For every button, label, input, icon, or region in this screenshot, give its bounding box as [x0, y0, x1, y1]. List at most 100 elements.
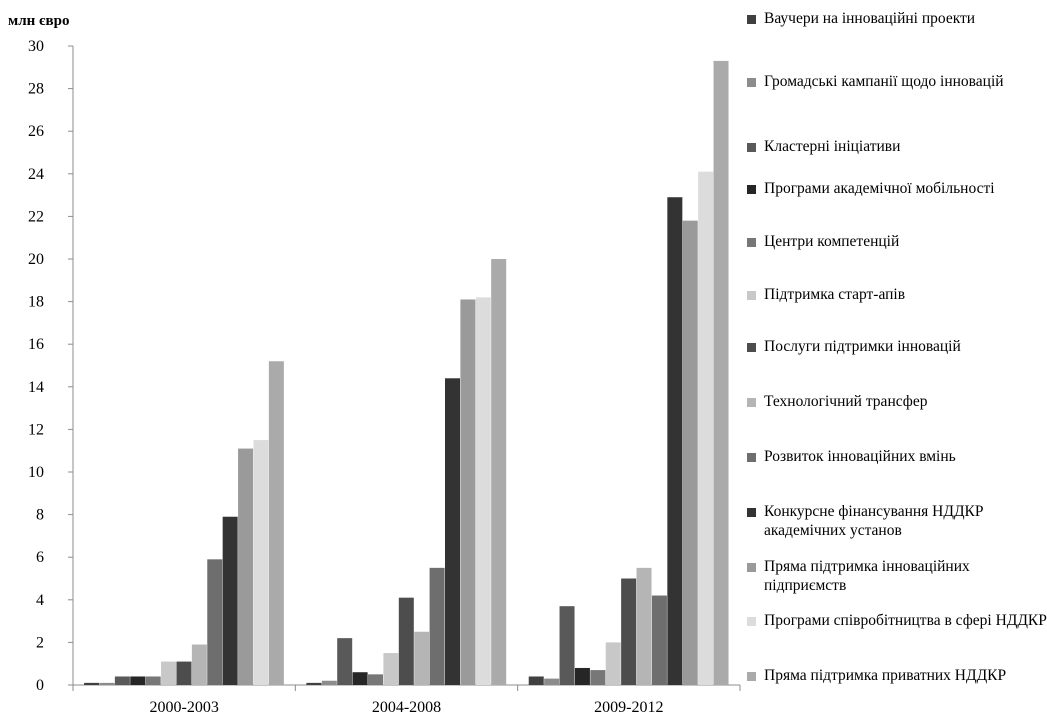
legend-label: Кластерні ініціативи [764, 138, 901, 155]
legend-label: Громадські кампанії щодо інновацій [764, 73, 1004, 90]
bar [84, 682, 100, 685]
y-tick-label: 2 [36, 634, 44, 651]
bar [114, 676, 130, 685]
y-tick-label: 6 [36, 549, 44, 566]
legend-swatch [747, 398, 756, 407]
bar [383, 653, 399, 685]
bar [651, 595, 667, 685]
bar [321, 680, 337, 685]
bar [306, 682, 322, 685]
y-tick-label: 24 [28, 166, 44, 183]
legend-swatch [747, 238, 756, 247]
bar [605, 642, 621, 685]
bar [238, 448, 254, 685]
x-tick-label: 2000-2003 [150, 699, 219, 715]
bar [574, 667, 590, 685]
legend-label: Технологічний трансфер [764, 393, 928, 410]
y-tick-label: 0 [36, 677, 44, 694]
bar [590, 670, 606, 685]
legend: Ваучери на інноваційні проекти Громадські… [747, 0, 1047, 715]
legend-swatch [747, 617, 756, 626]
y-tick-label: 14 [28, 379, 44, 396]
legend-label: Послуги підтримки інновацій [764, 338, 961, 355]
y-tick-label: 8 [36, 507, 44, 524]
legend-swatch [747, 563, 756, 572]
legend-swatch [747, 143, 756, 152]
bar [475, 297, 491, 685]
y-axis-label: млн євро [8, 13, 70, 29]
y-tick-label: 16 [28, 336, 44, 353]
x-tick-label: 2009-2012 [594, 699, 663, 715]
legend-item: Підтримка старт-апів [747, 285, 1047, 304]
legend-swatch [747, 15, 756, 24]
bar [145, 676, 161, 685]
bar [682, 220, 698, 685]
bar [667, 197, 683, 686]
legend-label: Розвиток інноваційних вмінь [764, 448, 956, 465]
bar [429, 567, 445, 685]
y-tick-label: 20 [28, 251, 44, 268]
legend-label: Програми академічної мобільності [764, 180, 995, 197]
legend-item: Громадські кампанії щодо інновацій [747, 72, 1047, 91]
y-tick-label: 22 [28, 208, 44, 225]
y-tick-label: 18 [28, 294, 44, 311]
bar [99, 682, 115, 685]
legend-item: Конкурсне фінансування НДДКР академічних… [747, 502, 1047, 540]
legend-swatch [747, 508, 756, 517]
legend-item: Центри компетенцій [747, 232, 1047, 251]
legend-label: Пряма підтримка приватних НДДКР [764, 667, 1007, 684]
legend-swatch [747, 672, 756, 681]
bar [460, 299, 476, 685]
y-tick-label: 28 [28, 81, 44, 98]
y-tick-label: 26 [28, 123, 44, 140]
bar [544, 678, 560, 685]
legend-swatch [747, 343, 756, 352]
legend-item: Пряма підтримка інноваційних підприємств [747, 557, 1047, 595]
legend-label: Конкурсне фінансування НДДКР академічних… [764, 503, 984, 539]
bar [207, 559, 223, 685]
y-tick-label: 30 [28, 38, 44, 55]
legend-item: Технологічний трансфер [747, 392, 1047, 411]
legend-label: Підтримка старт-апів [764, 286, 906, 303]
legend-label: Пряма підтримка інноваційних підприємств [764, 558, 970, 594]
legend-item: Програми співробітництва в сфері НДДКР [747, 611, 1047, 630]
bar [621, 578, 637, 685]
x-tick-label: 2004-2008 [372, 699, 441, 715]
legend-label: Програми співробітництва в сфері НДДКР [764, 612, 1047, 629]
legend-item: Ваучери на інноваційні проекти [747, 9, 1047, 28]
legend-item: Програми академічної мобільності [747, 179, 1047, 198]
bar [161, 661, 177, 685]
legend-label: Ваучери на інноваційні проекти [764, 10, 976, 27]
legend-label: Центри компетенцій [764, 233, 900, 250]
bar [253, 440, 269, 685]
bar [176, 661, 192, 685]
legend-swatch [747, 291, 756, 300]
bar [713, 60, 729, 686]
bar [414, 631, 430, 685]
y-tick-label: 4 [36, 592, 44, 609]
legend-item: Послуги підтримки інновацій [747, 337, 1047, 356]
bar [559, 606, 575, 685]
y-tick-label: 10 [28, 464, 44, 481]
legend-swatch [747, 185, 756, 194]
legend-item: Розвиток інноваційних вмінь [747, 447, 1047, 466]
bar [491, 259, 507, 685]
bar [368, 674, 383, 685]
bar [268, 361, 284, 685]
bar [528, 676, 544, 685]
bar [636, 567, 652, 685]
bar [445, 378, 460, 685]
legend-item: Кластерні ініціативи [747, 137, 1047, 156]
bar [337, 638, 353, 685]
bar [352, 672, 368, 685]
bar [698, 171, 714, 686]
bar [130, 676, 146, 685]
legend-swatch [747, 453, 756, 462]
x-axis: 2000-2003 2004-2008 2009-2012 [72, 684, 741, 715]
bar [398, 597, 414, 685]
legend-swatch [747, 78, 756, 87]
y-tick-label: 12 [28, 421, 44, 438]
bar [222, 516, 238, 685]
